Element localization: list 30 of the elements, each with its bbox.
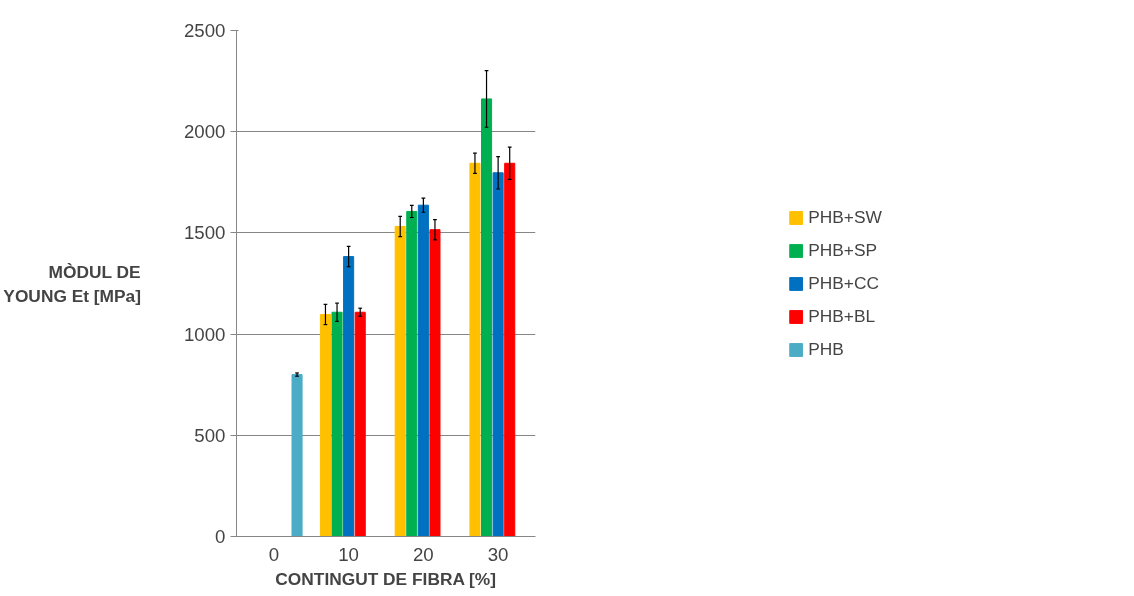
bar	[331, 311, 343, 537]
bar	[480, 98, 493, 537]
y-tick-label: 2000	[184, 121, 226, 143]
bar	[354, 311, 366, 537]
legend-label: PHB+CC	[808, 272, 879, 294]
y-tick-label: 2500	[184, 20, 226, 41]
y-tick-label: 500	[194, 424, 226, 446]
y-axis-title: MÒDUL DE YOUNG Et [MPa]	[3, 261, 141, 306]
bar	[429, 229, 441, 537]
x-tick-label: 30	[487, 543, 509, 565]
bar	[394, 225, 406, 537]
bar	[469, 162, 481, 537]
x-tick-label: 20	[413, 543, 434, 565]
legend-label: PHB	[808, 338, 844, 360]
bar	[343, 256, 355, 537]
y-tick-label: 1000	[184, 323, 226, 345]
y-tick-label: 1500	[184, 222, 226, 244]
bar	[406, 210, 418, 537]
bar	[319, 313, 331, 537]
y-tick-label: 0	[215, 526, 226, 547]
bar	[417, 204, 429, 537]
bar	[492, 172, 504, 537]
x-tick-label: 0	[268, 543, 280, 565]
x-axis-title: CONTINGUT DE FIBRA [%]	[275, 568, 497, 589]
bar	[504, 162, 516, 537]
legend-label: PHB+SW	[808, 206, 882, 228]
legend-label: PHB+SP	[808, 239, 878, 261]
legend-label: PHB+BL	[808, 305, 876, 327]
bar	[291, 374, 303, 537]
x-tick-label: 10	[338, 543, 360, 565]
